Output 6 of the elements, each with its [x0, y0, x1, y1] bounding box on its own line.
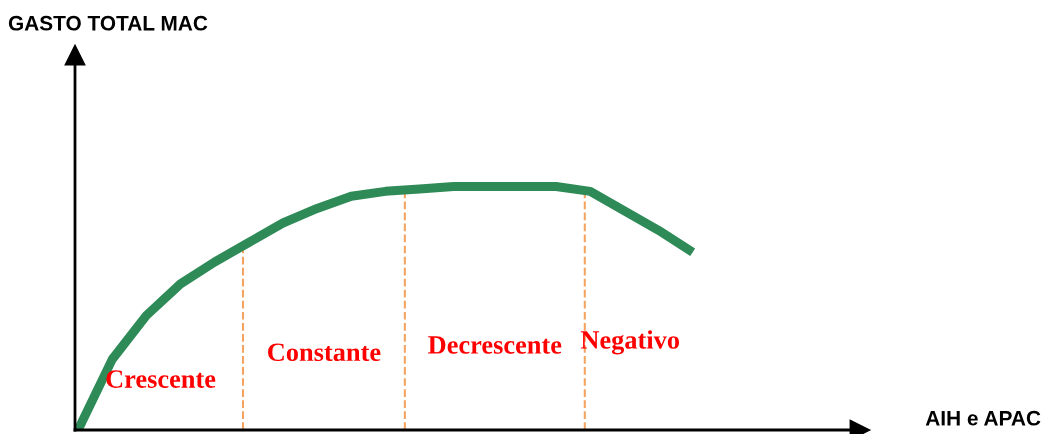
annotation: Constante	[268, 343, 381, 362]
text: AIH e APAC	[925, 410, 1041, 426]
annotation: Negativo	[580, 330, 680, 355]
text: GASTO TOTAL MAC	[8, 15, 208, 31]
annotation: Crescente	[106, 370, 216, 388]
annotation: Decrescente	[428, 336, 562, 354]
